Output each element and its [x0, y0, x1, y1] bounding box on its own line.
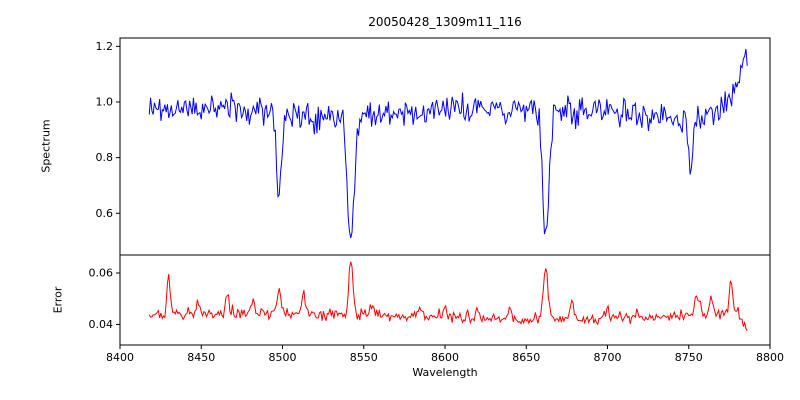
- x-tick-label: 8550: [350, 351, 378, 364]
- error-line: [148, 261, 748, 331]
- spectrum-y-tick-label: 1.0: [96, 95, 114, 108]
- x-tick-label: 8600: [431, 351, 459, 364]
- x-tick-label: 8400: [106, 351, 134, 364]
- error-panel: [119, 254, 771, 346]
- x-tick-label: 8750: [675, 351, 703, 364]
- spectrum-y-tick-label: 1.2: [96, 40, 114, 53]
- x-tick-label: 8500: [269, 351, 297, 364]
- spectrum-panel: [119, 37, 771, 256]
- error-y-tick-label: 0.04: [89, 318, 114, 331]
- chart-title: 20050428_1309m11_116: [368, 15, 522, 29]
- x-tick-label: 8700: [594, 351, 622, 364]
- x-tick-label: 8800: [756, 351, 784, 364]
- spectrum-line: [148, 48, 748, 239]
- error-y-tick-label: 0.06: [89, 267, 114, 280]
- spectrum-y-tick-label: 0.6: [96, 207, 114, 220]
- x-tick-label: 8650: [512, 351, 540, 364]
- x-axis-label: Wavelength: [412, 366, 478, 379]
- spectrum-y-tick-label: 0.8: [96, 151, 114, 164]
- x-tick-label: 8450: [187, 351, 215, 364]
